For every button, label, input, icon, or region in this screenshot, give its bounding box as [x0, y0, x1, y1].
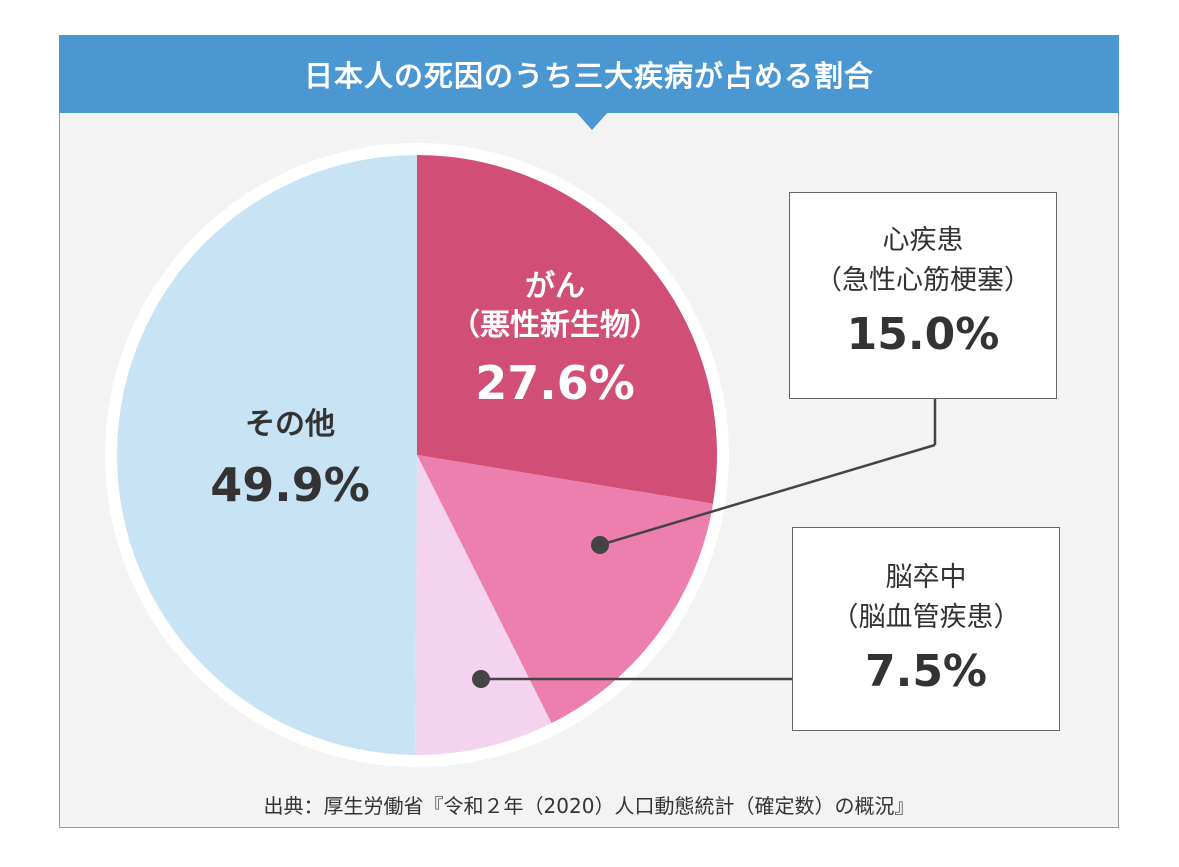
other-label-name: その他	[245, 407, 335, 442]
gan-label-name: がん	[525, 269, 585, 304]
stroke-leader-dot	[472, 670, 490, 688]
heart-callout: 心疾患 （急性心筋梗塞） 15.0%	[789, 192, 1057, 399]
heart-leader-line	[599, 443, 936, 547]
other-label: その他 49.9%	[170, 407, 410, 512]
source-note: 出典：厚生労働省『令和２年（2020）人口動態統計（確定数）の概況』	[263, 794, 915, 818]
pie-slice-heart	[417, 455, 714, 724]
stroke-callout: 脳卒中 （脳血管疾患） 7.5%	[792, 527, 1060, 731]
gan-label-value: 27.6%	[475, 356, 635, 410]
stroke-callout-name: 脳卒中	[885, 562, 967, 593]
pie-slice-other	[116, 155, 417, 755]
gan-label-sub: （悪性新生物）	[450, 307, 660, 343]
stroke-callout-value: 7.5%	[864, 646, 988, 697]
stroke-callout-sub: （脳血管疾患）	[831, 602, 1021, 633]
heart-leader-dot	[591, 536, 609, 554]
gan-label: がん （悪性新生物） 27.6%	[420, 269, 690, 410]
chart-title: 日本人の死因のうち三大疾病が占める割合	[59, 35, 1119, 113]
other-label-value: 49.9%	[210, 457, 370, 512]
heart-callout-name: 心疾患	[882, 225, 964, 256]
pie-slice-gan	[417, 155, 718, 504]
title-pointer	[576, 112, 608, 130]
heart-callout-sub: （急性心筋梗塞）	[815, 265, 1031, 296]
heart-callout-value: 15.0%	[846, 309, 1000, 360]
